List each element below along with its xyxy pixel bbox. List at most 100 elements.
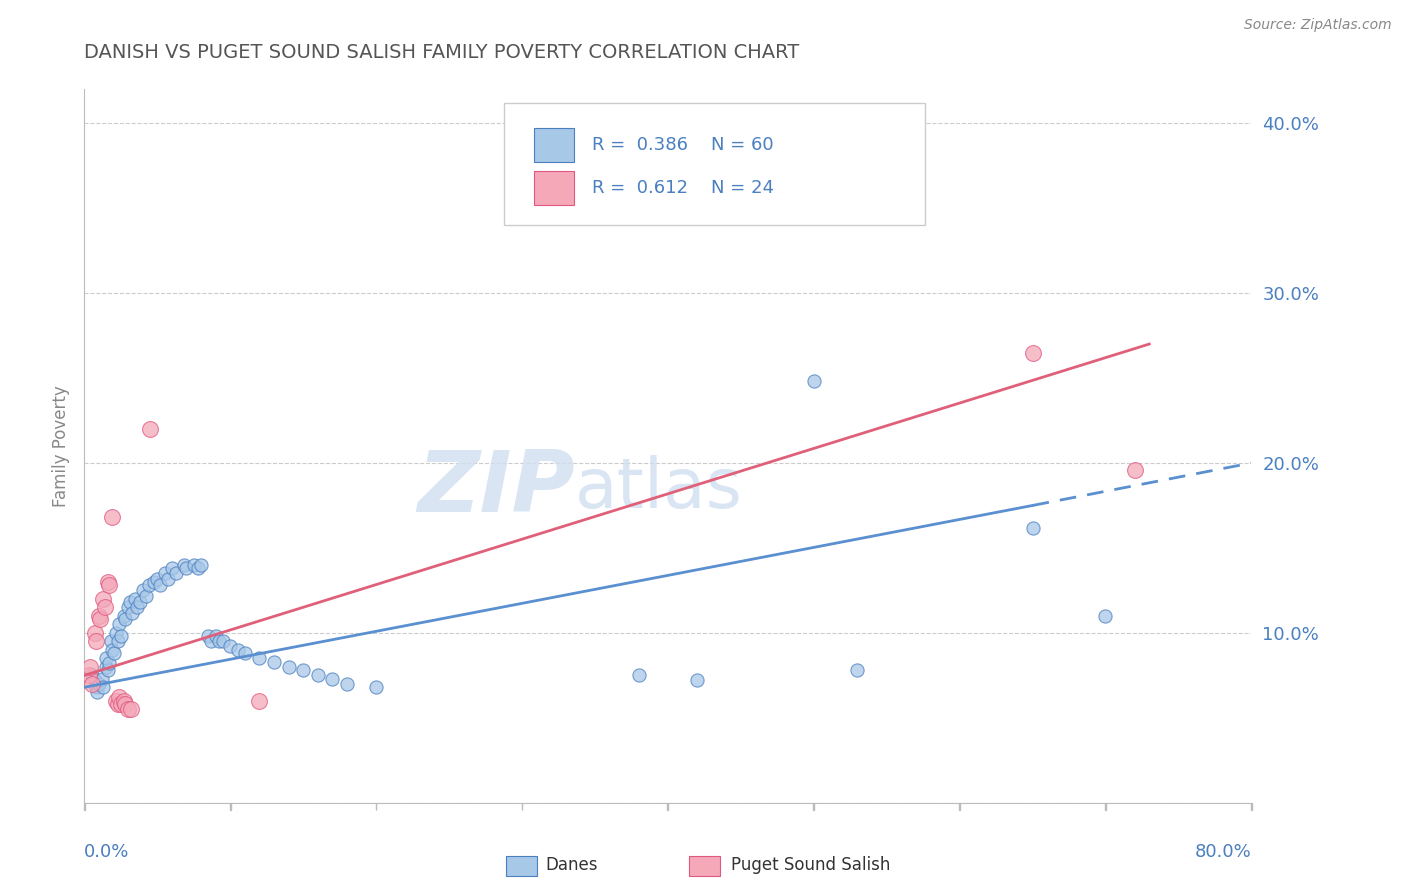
Point — [197, 629, 219, 643]
Point — [247, 651, 270, 665]
Point — [125, 600, 148, 615]
Point — [91, 591, 114, 606]
Point — [114, 612, 136, 626]
Point — [120, 702, 142, 716]
Text: 0.0%: 0.0% — [84, 843, 129, 861]
Point — [87, 608, 110, 623]
FancyBboxPatch shape — [505, 103, 925, 225]
Bar — [534, 170, 575, 205]
Y-axis label: Family Poverty: Family Poverty — [52, 385, 70, 507]
Point — [86, 685, 108, 699]
Point — [107, 634, 129, 648]
Point — [1094, 608, 1116, 623]
Point — [97, 574, 120, 589]
Point — [112, 694, 135, 708]
Point — [117, 702, 139, 716]
Point — [247, 694, 270, 708]
Point — [84, 634, 107, 648]
Point — [77, 668, 100, 682]
Text: R =  0.612    N = 24: R = 0.612 N = 24 — [592, 178, 773, 196]
Point — [98, 578, 121, 592]
Point — [101, 643, 124, 657]
Point — [118, 595, 141, 609]
Point — [94, 600, 117, 615]
Point — [219, 640, 242, 654]
Point — [107, 698, 129, 712]
Point — [307, 668, 329, 682]
Text: atlas: atlas — [575, 455, 742, 523]
Point — [207, 634, 229, 648]
Point — [83, 673, 105, 688]
Text: ZIP: ZIP — [416, 447, 575, 531]
Point — [89, 612, 111, 626]
Point — [114, 698, 136, 712]
Point — [138, 578, 160, 592]
Point — [80, 668, 103, 682]
Point — [204, 629, 226, 643]
Point — [165, 566, 187, 581]
Point — [149, 578, 172, 592]
Point — [98, 657, 121, 671]
Point — [108, 690, 131, 705]
Bar — [534, 128, 575, 162]
Point — [110, 698, 132, 712]
Point — [1123, 463, 1146, 477]
Point — [110, 629, 132, 643]
Point — [190, 558, 212, 572]
Point — [336, 677, 359, 691]
Point — [105, 694, 128, 708]
Point — [121, 606, 143, 620]
Point — [292, 663, 315, 677]
Point — [176, 561, 198, 575]
Text: Source: ZipAtlas.com: Source: ZipAtlas.com — [1244, 18, 1392, 32]
Point — [105, 626, 128, 640]
Text: Puget Sound Salish: Puget Sound Salish — [731, 856, 890, 874]
Point — [135, 589, 157, 603]
Point — [233, 646, 256, 660]
Point — [124, 591, 146, 606]
Point — [108, 617, 131, 632]
Point — [160, 561, 183, 575]
Text: Danes: Danes — [546, 856, 598, 874]
Point — [100, 634, 122, 648]
Point — [91, 680, 114, 694]
Text: DANISH VS PUGET SOUND SALISH FAMILY POVERTY CORRELATION CHART: DANISH VS PUGET SOUND SALISH FAMILY POVE… — [84, 44, 800, 62]
Point — [187, 561, 209, 575]
Point — [117, 600, 139, 615]
Point — [132, 583, 155, 598]
Point — [80, 677, 103, 691]
Point — [156, 572, 179, 586]
Text: 80.0%: 80.0% — [1195, 843, 1251, 861]
Point — [84, 680, 107, 694]
Point — [96, 651, 118, 665]
Point — [90, 672, 112, 686]
Point — [83, 626, 105, 640]
Point — [96, 660, 118, 674]
Point — [128, 595, 150, 609]
Point — [627, 668, 650, 682]
Point — [321, 672, 343, 686]
Point — [1021, 345, 1043, 359]
Point — [803, 375, 825, 389]
Point — [226, 643, 249, 657]
Point — [686, 673, 709, 688]
Point — [101, 510, 124, 524]
Point — [212, 634, 235, 648]
Point — [183, 558, 205, 572]
Point — [200, 634, 222, 648]
Point — [112, 608, 135, 623]
Point — [87, 677, 110, 691]
Point — [153, 566, 176, 581]
Point — [263, 655, 285, 669]
Point — [103, 646, 125, 660]
Point — [139, 422, 162, 436]
Point — [143, 574, 166, 589]
Point — [1021, 520, 1043, 534]
Text: R =  0.386    N = 60: R = 0.386 N = 60 — [592, 136, 773, 153]
Point — [366, 680, 388, 694]
Point — [173, 558, 195, 572]
Point — [277, 660, 299, 674]
Point — [79, 660, 101, 674]
Point — [146, 572, 169, 586]
Point — [97, 663, 120, 677]
